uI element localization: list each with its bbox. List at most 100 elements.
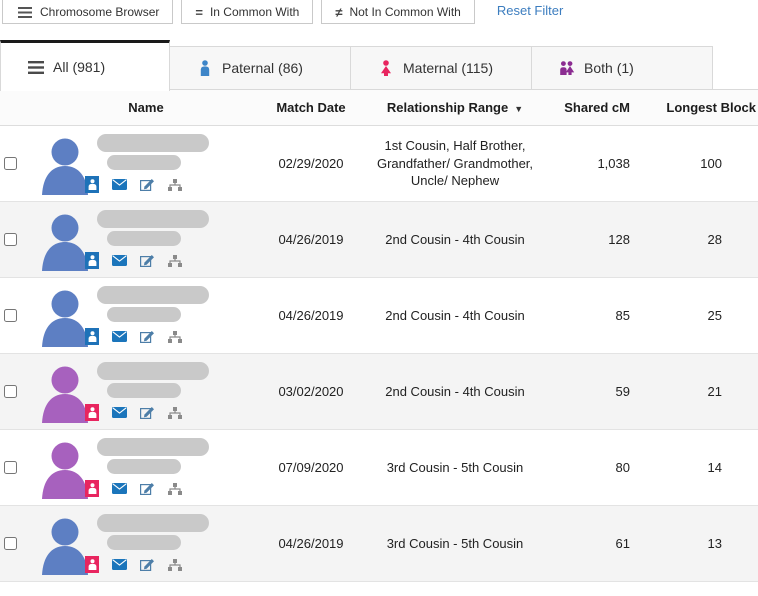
match-tabs: All (981) Paternal (86) Maternal (115) B…	[0, 40, 758, 91]
avatar	[36, 435, 94, 499]
column-header-longest-block[interactable]: Longest Block	[666, 100, 756, 115]
redacted-name-line2	[107, 231, 181, 246]
table-row: 02/29/2020 1st Cousin, Half Brother, Gra…	[0, 126, 758, 202]
gender-badge-icon	[85, 176, 99, 193]
row-icon-strip	[85, 176, 256, 195]
envelope-icon[interactable]	[112, 559, 127, 570]
tab-label: Maternal (115)	[403, 60, 494, 76]
table-header: Name Match Date Relationship Range ▼ Shar…	[0, 90, 758, 126]
shared-cm: 128	[608, 232, 630, 247]
edit-note-icon[interactable]	[140, 406, 155, 419]
name-block	[85, 359, 256, 423]
family-tree-icon[interactable]	[168, 330, 182, 343]
relationship-range: 1st Cousin, Half Brother, Grandfather/ G…	[376, 138, 534, 189]
family-tree-icon[interactable]	[168, 406, 182, 419]
row-checkbox[interactable]	[4, 537, 17, 550]
longest-block: 14	[707, 460, 722, 475]
button-label: Chromosome Browser	[40, 5, 160, 19]
column-header-label: Relationship Range	[386, 100, 509, 115]
edit-note-icon[interactable]	[140, 482, 155, 495]
avatar	[36, 511, 94, 575]
checkbox-cell	[0, 278, 36, 353]
column-header-relationship-range[interactable]: Relationship Range ▼	[366, 100, 544, 115]
redacted-name-line2	[107, 535, 181, 550]
table-row: 07/09/2020 3rd Cousin - 5th Cousin 80 14	[0, 430, 758, 506]
edit-note-icon[interactable]	[140, 558, 155, 571]
redacted-name	[97, 210, 209, 228]
tab-both[interactable]: Both (1)	[532, 46, 713, 90]
reset-filter-link[interactable]: Reset Filter	[496, 3, 564, 18]
table-row: 03/02/2020 2nd Cousin - 4th Cousin 59 21	[0, 354, 758, 430]
name-cell	[36, 202, 256, 277]
longest-block: 13	[707, 536, 722, 551]
avatar	[36, 131, 94, 195]
chromosome-browser-button[interactable]: Chromosome Browser	[2, 0, 174, 24]
redacted-name	[97, 438, 209, 456]
tab-label: Both (1)	[584, 60, 634, 76]
relationship-range: 3rd Cousin - 5th Cousin	[386, 459, 524, 475]
longest-block: 100	[700, 156, 722, 171]
name-cell	[36, 278, 256, 353]
family-tree-icon[interactable]	[168, 558, 182, 571]
checkbox-cell	[0, 202, 36, 277]
name-cell	[36, 506, 256, 581]
row-checkbox[interactable]	[4, 461, 17, 474]
envelope-icon[interactable]	[112, 255, 127, 266]
family-tree-icon[interactable]	[168, 254, 182, 267]
in-common-with-button[interactable]: = In Common With	[181, 0, 314, 24]
match-date: 04/26/2019	[278, 232, 344, 247]
family-tree-icon[interactable]	[168, 178, 182, 191]
row-checkbox[interactable]	[4, 309, 17, 322]
shared-cm: 85	[615, 308, 630, 323]
table-row: 04/26/2019 2nd Cousin - 4th Cousin 128 2…	[0, 202, 758, 278]
tab-maternal[interactable]: Maternal (115)	[351, 46, 532, 90]
button-label: Not In Common With	[349, 5, 461, 19]
row-checkbox[interactable]	[4, 385, 17, 398]
female-icon	[377, 60, 394, 76]
edit-note-icon[interactable]	[140, 178, 155, 191]
avatar	[36, 359, 94, 423]
name-cell	[36, 430, 256, 505]
tab-label: All (981)	[53, 59, 106, 75]
edit-note-icon[interactable]	[140, 254, 155, 267]
checkbox-cell	[0, 126, 36, 201]
envelope-icon[interactable]	[112, 179, 127, 190]
match-rows: 02/29/2020 1st Cousin, Half Brother, Gra…	[0, 126, 758, 582]
family-tree-icon[interactable]	[168, 482, 182, 495]
name-cell	[36, 354, 256, 429]
column-header-match-date[interactable]: Match Date	[276, 100, 346, 115]
shared-cm: 61	[615, 536, 630, 551]
row-checkbox[interactable]	[4, 233, 17, 246]
checkbox-cell	[0, 354, 36, 429]
row-icon-strip	[85, 404, 256, 423]
tab-label: Paternal (86)	[222, 60, 303, 76]
name-block	[85, 131, 256, 195]
envelope-icon[interactable]	[112, 407, 127, 418]
not-equals-icon: ≠	[335, 4, 343, 20]
edit-note-icon[interactable]	[140, 330, 155, 343]
row-checkbox[interactable]	[4, 157, 17, 170]
longest-block: 28	[707, 232, 722, 247]
column-header-name[interactable]: Name	[128, 100, 164, 115]
not-in-common-with-button[interactable]: ≠ Not In Common With	[321, 0, 475, 24]
avatar	[36, 283, 94, 347]
redacted-name-line2	[107, 155, 181, 170]
row-icon-strip	[85, 480, 256, 499]
column-header-shared-cm[interactable]: Shared cM	[564, 100, 630, 115]
relationship-range: 2nd Cousin - 4th Cousin	[385, 307, 525, 323]
redacted-name	[97, 362, 209, 380]
button-label: In Common With	[209, 5, 300, 19]
gender-badge-icon	[85, 328, 99, 345]
shared-cm: 1,038	[597, 156, 630, 171]
tab-all[interactable]: All (981)	[0, 40, 170, 91]
envelope-icon[interactable]	[112, 483, 127, 494]
match-date: 02/29/2020	[278, 156, 344, 171]
redacted-name	[97, 286, 209, 304]
name-block	[85, 511, 256, 575]
name-block	[85, 283, 256, 347]
relationship-range: 3rd Cousin - 5th Cousin	[386, 535, 524, 551]
avatar	[36, 207, 94, 271]
toolbar: Chromosome Browser = In Common With ≠ No…	[0, 0, 758, 26]
tab-paternal[interactable]: Paternal (86)	[170, 46, 351, 90]
envelope-icon[interactable]	[112, 331, 127, 342]
